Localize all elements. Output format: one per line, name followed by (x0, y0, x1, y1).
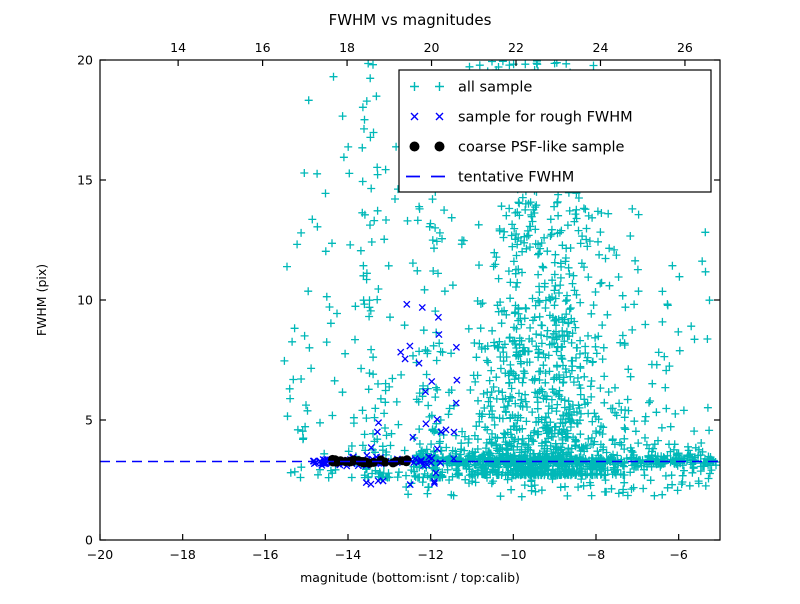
psf-sample-point (380, 457, 390, 467)
legend-entry: all sample (410, 80, 532, 96)
legend-box (398, 69, 712, 193)
top-tick-label: 16 (255, 40, 271, 55)
top-tick-label: 24 (593, 40, 609, 55)
psf-sample-point (388, 458, 398, 468)
top-tick-label: 14 (170, 40, 186, 55)
legend-cross-icon (410, 112, 444, 121)
x-tick-label: −16 (252, 547, 278, 562)
axis-ticks: −20 −18 −16 −14 −12 −10 −8 −6 14 16 18 20 22 24 26 0 5 10… (77, 40, 720, 562)
x-tick-label: −20 (87, 547, 113, 562)
legend-dot-icon (409, 141, 420, 152)
top-tick-label: 26 (677, 40, 693, 55)
x-tick-label: −14 (335, 547, 361, 562)
chart-title: FWHM vs magnitudes (329, 11, 492, 29)
y-tick-label: 15 (77, 173, 93, 188)
psf-sample-point (328, 454, 337, 464)
y-axis-label: FWHM (pix) (34, 264, 49, 336)
y-tick-label: 0 (85, 533, 93, 548)
x-tick-label: −18 (169, 547, 195, 562)
top-tick-label: 20 (424, 40, 440, 55)
legend-entry-label: all sample (458, 80, 532, 96)
x-tick-label: −8 (587, 547, 605, 562)
y-tick-label: 10 (77, 293, 93, 308)
x-tick-label: −10 (500, 547, 526, 562)
legend-entry-label: coarse PSF-like sample (458, 140, 625, 156)
legend-plus-icon (410, 82, 444, 91)
top-tick-label: 22 (508, 40, 524, 55)
psf-sample-point (354, 456, 363, 466)
y-tick-label: 5 (85, 413, 93, 428)
y-tick-label: 20 (77, 53, 93, 68)
psf-sample-point (397, 456, 407, 466)
legend: all sample sample for rough FWHM coarse PS… (398, 69, 712, 193)
x-axis-label: magnitude (bottom:isnt / top:calib) (300, 570, 520, 585)
legend-entry-label: tentative FWHM (458, 170, 574, 186)
x-tick-label: −12 (417, 547, 443, 562)
legend-dot-icon (434, 141, 445, 152)
legend-entry-label: sample for rough FWHM (458, 110, 633, 126)
top-tick-label: 18 (339, 40, 355, 55)
legend-entry: tentative FWHM (406, 170, 574, 186)
x-tick-label: −6 (669, 547, 687, 562)
legend-entry: coarse PSF-like sample (409, 140, 625, 156)
legend-entry: sample for rough FWHM (410, 110, 633, 126)
